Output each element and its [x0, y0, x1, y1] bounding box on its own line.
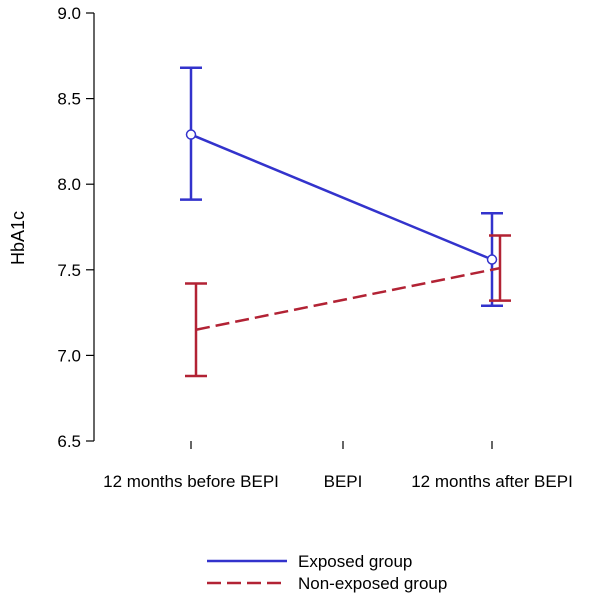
legend-label: Non-exposed group	[298, 574, 447, 593]
y-tick-label: 8.0	[57, 175, 81, 194]
x-tick-label: BEPI	[324, 472, 363, 491]
series-exposed-group	[180, 66, 503, 308]
legend-item: Exposed group	[207, 552, 412, 571]
y-tick-label: 6.5	[57, 432, 81, 451]
x-tick-label: 12 months before BEPI	[103, 472, 279, 491]
legend-item: Non-exposed group	[207, 574, 447, 593]
series-line	[195, 266, 501, 331]
legend: Exposed group Non-exposed group	[207, 552, 447, 593]
y-tick-label: 7.5	[57, 261, 81, 280]
series-layer	[180, 66, 511, 378]
y-tick-label: 8.5	[57, 90, 81, 109]
series-line	[190, 133, 493, 261]
y-tick-label: 7.0	[57, 346, 81, 365]
legend-label: Exposed group	[298, 552, 412, 571]
y-tick-label: 9.0	[57, 4, 81, 23]
series-non-exposed-group	[185, 234, 511, 378]
data-point	[486, 254, 498, 265]
x-tick-label: 12 months after BEPI	[411, 472, 573, 491]
y-axis-title: HbA1c	[8, 211, 28, 265]
axes: 6.5 7.0 7.5 8.0 8.5 9.0 12 months before BEPI B…	[57, 4, 572, 491]
data-point	[185, 129, 197, 140]
